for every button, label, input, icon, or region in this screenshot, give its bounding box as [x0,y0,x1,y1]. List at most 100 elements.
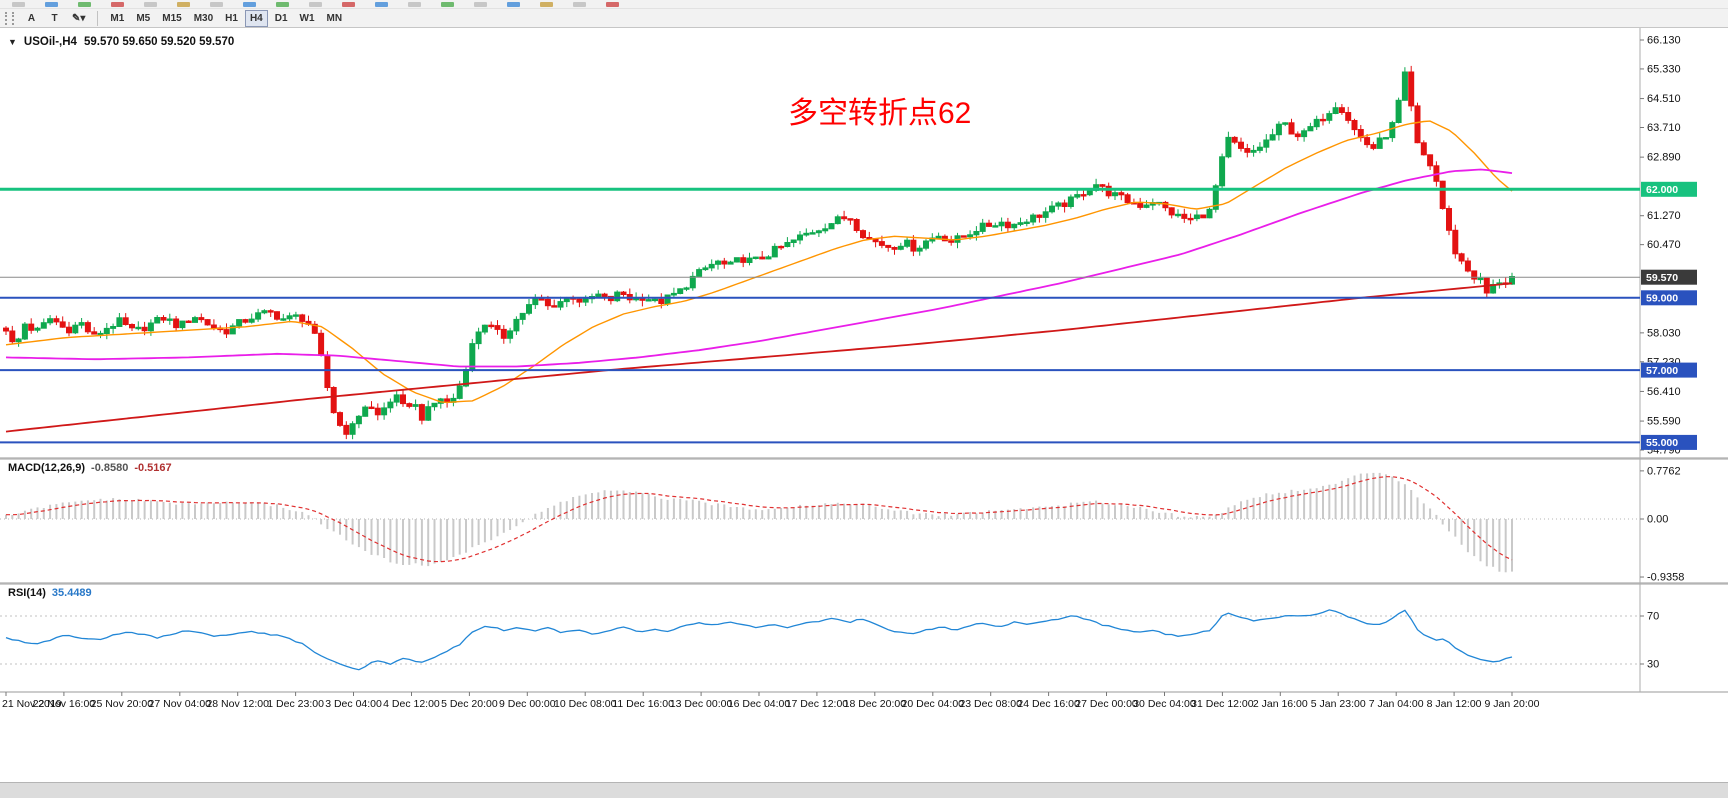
clipped-icon [342,2,355,7]
clipped-icon [606,2,619,7]
timeframe-button-w1[interactable]: W1 [295,10,320,27]
chart-canvas[interactable]: 66.130 65.330 64.510 63.710 62.890 61.270 60.4… [0,28,1728,782]
svg-text:24 Dec 16:00: 24 Dec 16:00 [1017,698,1080,710]
svg-text:55.000: 55.000 [1646,437,1678,449]
clipped-icon [177,2,190,7]
svg-text:28 Nov 12:00: 28 Nov 12:00 [206,698,269,710]
rsi-line [5,609,1513,671]
toolbar-drag-handle[interactable] [5,11,14,25]
timeframe-button-m30[interactable]: M30 [189,10,218,27]
text-tool-button[interactable]: A [21,10,42,27]
svg-text:-0.9358: -0.9358 [1647,572,1684,584]
svg-text:17 Dec 12:00: 17 Dec 12:00 [786,698,849,710]
svg-text:20 Dec 04:00: 20 Dec 04:00 [902,698,965,710]
chart-title: ▼ USOil-,H4 59.570 59.650 59.520 59.570 [8,36,234,48]
svg-text:30: 30 [1647,659,1659,671]
rsi-indicator-label: RSI(14) 35.4489 [8,587,92,599]
macd-signal-value: -0.5167 [134,462,172,474]
macd-indicator-label: MACD(12,26,9) -0.8580 -0.5167 [8,462,172,474]
svg-text:64.510: 64.510 [1647,93,1681,105]
rsi-value: 35.4489 [51,587,92,599]
svg-text:61.270: 61.270 [1647,210,1681,222]
svg-text:7 Jan 04:00: 7 Jan 04:00 [1369,698,1424,710]
macd-panel [0,472,1640,573]
one-click-trading-arrow-icon[interactable]: ▼ [8,37,17,47]
svg-text:5 Jan 23:00: 5 Jan 23:00 [1311,698,1366,710]
clipped-icon [309,2,322,7]
clipped-icon [441,2,454,7]
svg-text:9 Dec 00:00: 9 Dec 00:00 [499,698,556,710]
svg-text:65.330: 65.330 [1647,63,1681,75]
svg-text:59.570: 59.570 [1646,272,1678,284]
clipped-icon [210,2,223,7]
clipped-icon [144,2,157,7]
svg-text:0.00: 0.00 [1647,514,1668,526]
clipped-icon [243,2,256,7]
svg-text:27 Nov 04:00: 27 Nov 04:00 [149,698,212,710]
svg-text:4 Dec 12:00: 4 Dec 12:00 [383,698,440,710]
timeframe-button-m15[interactable]: M15 [157,10,186,27]
timeframe-button-mn[interactable]: MN [322,10,348,27]
clipped-icon [45,2,58,7]
svg-text:9 Jan 20:00: 9 Jan 20:00 [1485,698,1540,710]
svg-text:63.710: 63.710 [1647,122,1681,134]
clipped-icon [408,2,421,7]
rsi-panel [0,609,1640,671]
svg-text:23 Dec 08:00: 23 Dec 08:00 [959,698,1022,710]
timeframe-toolbar: M1 M5 M15 M30 H1 H4 D1 W1 MN [104,9,348,27]
clipped-icon [540,2,553,7]
svg-text:5 Dec 20:00: 5 Dec 20:00 [441,698,498,710]
macd-name: MACD(12,26,9) [8,462,86,474]
toolbar-separator [97,10,99,26]
svg-text:60.470: 60.470 [1647,239,1681,251]
timeframe-button-h4[interactable]: H4 [244,9,268,27]
svg-text:62.000: 62.000 [1646,184,1678,196]
chart-symbol-period: USOil-,H4 [23,36,77,48]
clipped-icon [111,2,124,7]
svg-text:11 Dec 16:00: 11 Dec 16:00 [612,698,674,710]
clipped-icon [573,2,586,7]
timeframe-button-m1[interactable]: M1 [105,10,129,27]
macd-main-value: -0.8580 [91,462,129,474]
svg-text:57.000: 57.000 [1646,365,1678,377]
timeframe-button-h1[interactable]: H1 [220,10,243,27]
draw-tools-button[interactable]: ✎ ▾ [67,10,90,27]
svg-text:25 Nov 20:00: 25 Nov 20:00 [91,698,154,710]
rsi-name: RSI(14) [8,587,46,599]
svg-text:3 Dec 04:00: 3 Dec 04:00 [325,698,382,710]
svg-text:59.000: 59.000 [1646,293,1678,305]
pencil-icon: ✎ [72,12,81,24]
price-axis[interactable]: 66.130 65.330 64.510 63.710 62.890 61.270 60.4… [1640,35,1697,671]
clipped-icon [276,2,289,7]
chart-annotation: 多空转折点62 [788,97,972,130]
price-level-lines [0,187,1640,444]
svg-text:62.890: 62.890 [1647,152,1681,164]
clipped-icon [507,2,520,7]
svg-text:0.7762: 0.7762 [1647,465,1681,477]
clipped-icon [78,2,91,7]
svg-text:66.130: 66.130 [1647,35,1681,47]
timeframe-button-d1[interactable]: D1 [270,10,293,27]
slow-ma-line [5,282,1513,433]
svg-text:8 Jan 12:00: 8 Jan 12:00 [1427,698,1482,710]
svg-text:13 Dec 00:00: 13 Dec 00:00 [670,698,733,710]
svg-text:56.410: 56.410 [1647,386,1681,398]
svg-text:18 Dec 20:00: 18 Dec 20:00 [844,698,907,710]
candles-group [3,65,1515,440]
svg-text:21 Nov 2019: 21 Nov 2019 [2,698,62,710]
mid-ma-line [5,168,1513,368]
timeframe-button-m5[interactable]: M5 [131,10,155,27]
svg-text:30 Dec 04:00: 30 Dec 04:00 [1133,698,1196,710]
clipped-icon [12,2,25,7]
svg-text:16 Dec 04:00: 16 Dec 04:00 [728,698,791,710]
type-tool-button[interactable]: T [44,10,65,27]
chart-window: 66.130 65.330 64.510 63.710 62.890 61.270 60.4… [0,28,1728,782]
svg-text:58.030: 58.030 [1647,327,1681,339]
horizontal-scrollbar[interactable] [0,782,1728,798]
svg-text:70: 70 [1647,611,1659,623]
toolbar: A T ✎ ▾ M1 M5 M15 M30 H1 H4 D1 W1 MN [0,0,1728,28]
chevron-down-icon: ▾ [80,12,86,24]
svg-text:31 Dec 12:00: 31 Dec 12:00 [1191,698,1254,710]
toolbar-row: A T ✎ ▾ M1 M5 M15 M30 H1 H4 D1 W1 MN [0,9,1728,27]
